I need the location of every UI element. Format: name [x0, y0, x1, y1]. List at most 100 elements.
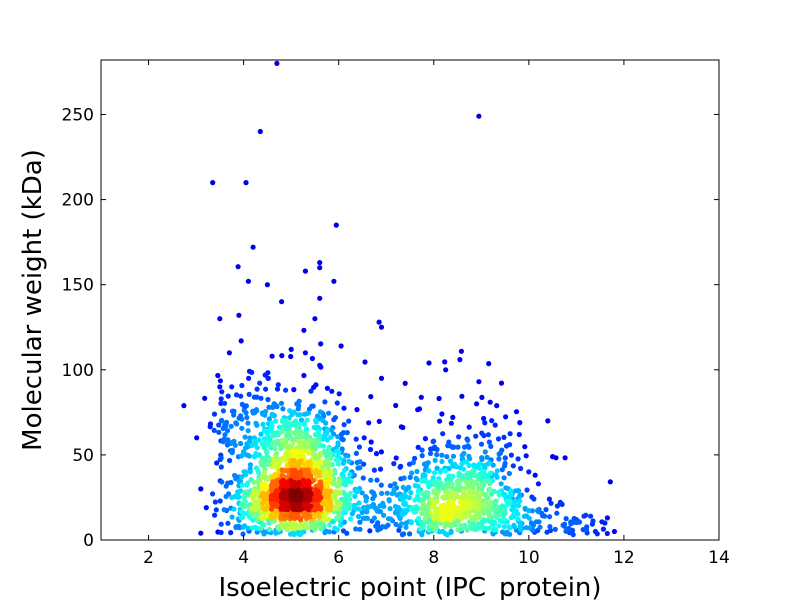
data-point [218, 455, 224, 461]
data-point [513, 409, 520, 415]
data-point [479, 455, 485, 461]
data-point [465, 493, 471, 499]
data-point [507, 442, 513, 448]
data-point [341, 467, 348, 473]
data-point [194, 435, 200, 441]
data-point [547, 524, 553, 530]
data-point [441, 495, 447, 501]
data-point [475, 506, 481, 512]
data-point [499, 467, 505, 473]
data-point [252, 440, 258, 446]
y-tick-label: 200 [62, 191, 94, 211]
data-point [410, 459, 416, 466]
x-axis-ticks: 2 4 6 8 10 12 14 [143, 60, 730, 568]
data-point [367, 446, 374, 453]
data-point [229, 440, 235, 446]
data-points [181, 60, 618, 538]
data-point [273, 478, 279, 484]
data-point [431, 515, 437, 522]
data-point [297, 517, 304, 523]
data-point [421, 510, 427, 516]
data-point [333, 222, 339, 228]
data-point [284, 449, 291, 455]
data-point [467, 513, 473, 519]
data-point [263, 448, 269, 454]
data-point [255, 478, 261, 484]
data-point [302, 350, 308, 356]
data-point [244, 414, 250, 421]
data-point [275, 524, 281, 530]
plot-frame [100, 59, 720, 541]
data-point [217, 378, 223, 384]
data-point [393, 455, 399, 461]
data-point [228, 479, 234, 486]
data-point [377, 466, 384, 472]
data-point [233, 392, 240, 398]
data-point [347, 472, 353, 478]
data-point [392, 510, 399, 516]
data-point [322, 399, 328, 405]
data-point [312, 471, 318, 477]
data-point [290, 441, 296, 447]
data-point [434, 498, 440, 504]
data-point [439, 458, 445, 465]
data-point [248, 505, 254, 511]
data-point [502, 460, 508, 466]
data-point [250, 244, 256, 250]
data-point [457, 357, 463, 363]
data-point [216, 429, 222, 435]
data-point [260, 522, 266, 528]
data-point [366, 420, 372, 426]
data-point [340, 505, 346, 511]
data-point [378, 449, 384, 455]
data-point [482, 420, 488, 426]
data-point [254, 529, 260, 535]
data-point [337, 489, 343, 495]
data-point [241, 523, 248, 529]
data-point [353, 436, 359, 442]
data-point [304, 459, 311, 466]
data-point [242, 434, 248, 440]
data-point [444, 532, 450, 538]
x-tick-label: 12 [613, 548, 635, 568]
data-point [496, 523, 502, 529]
data-point [498, 506, 504, 512]
data-point [518, 527, 524, 533]
data-point [335, 434, 341, 440]
data-point [323, 451, 329, 457]
data-point [398, 521, 405, 527]
data-point [373, 451, 380, 457]
y-axis-label: Molecular weight (kDa) [18, 149, 48, 451]
data-point [211, 411, 218, 417]
data-point [448, 517, 454, 523]
data-point [258, 431, 264, 437]
data-point [341, 405, 347, 411]
data-point [266, 416, 272, 422]
data-point [304, 525, 310, 531]
data-point [243, 445, 249, 451]
data-point [488, 499, 494, 506]
data-point [348, 516, 354, 522]
data-point [422, 436, 428, 442]
data-point [451, 444, 457, 450]
data-point [275, 382, 281, 388]
data-point [290, 506, 296, 512]
data-point [476, 471, 482, 478]
data-point [440, 528, 446, 535]
y-tick-label: 50 [72, 446, 94, 466]
data-point [225, 520, 231, 526]
data-point [444, 488, 450, 494]
data-point [288, 346, 294, 352]
data-point [475, 463, 481, 469]
data-point [323, 488, 329, 495]
data-point [337, 511, 343, 517]
data-point [347, 490, 353, 496]
data-point [236, 523, 242, 530]
data-point [471, 468, 477, 474]
data-point [316, 440, 322, 446]
data-point [314, 413, 321, 419]
data-point [262, 515, 268, 521]
data-point [260, 421, 266, 427]
data-point [246, 453, 252, 459]
